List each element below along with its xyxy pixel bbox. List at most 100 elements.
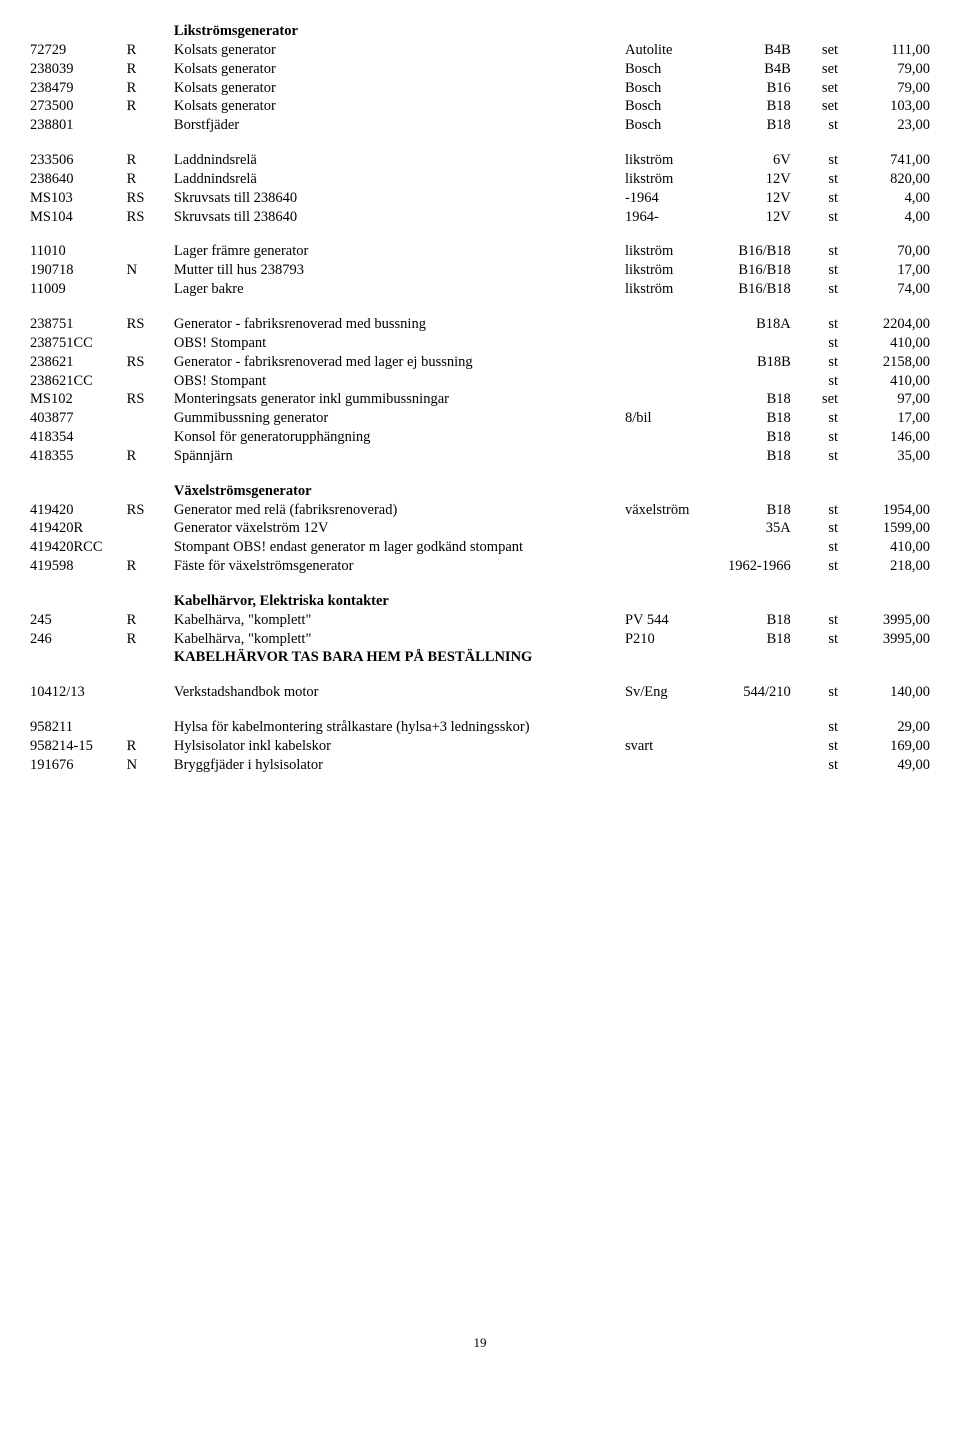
cell-c0: 11010: [30, 242, 127, 261]
cell-c6: 218,00: [844, 557, 930, 576]
table-row: KABELHÄRVOR TAS BARA HEM PÅ BESTÄLLNING: [30, 648, 930, 667]
cell-c6: 410,00: [844, 538, 930, 557]
cell-c2: Monteringsats generator inkl gummibussni…: [174, 390, 625, 409]
cell-c2: Stompant OBS! endast generator m lager g…: [174, 538, 625, 557]
cell-c5: st: [797, 447, 844, 466]
cell-c1: R: [127, 611, 174, 630]
cell-c3: PV 544: [625, 611, 711, 630]
cell-c2: Kabelhärva, "komplett": [174, 611, 625, 630]
table-row: 958211Hylsa för kabelmontering strålkast…: [30, 718, 930, 737]
cell-c6: 820,00: [844, 170, 930, 189]
cell-c3: -1964: [625, 189, 711, 208]
cell-c3: likström: [625, 242, 711, 261]
cell-c5: st: [797, 334, 844, 353]
cell-c3: [625, 353, 711, 372]
cell-c5: st: [797, 280, 844, 299]
cell-c5: st: [797, 208, 844, 227]
cell-c5: st: [797, 630, 844, 649]
table-row: 238479RKolsats generatorBoschB16set79,00: [30, 79, 930, 98]
cell-c3: [625, 718, 711, 737]
section-heading: Likströmsgenerator: [174, 22, 930, 41]
cell-c6: 410,00: [844, 372, 930, 391]
cell-c5: st: [797, 611, 844, 630]
cell-c1: [127, 428, 174, 447]
cell-c3: Bosch: [625, 116, 711, 135]
cell-c1: N: [127, 756, 174, 775]
cell-c4: B18: [711, 116, 797, 135]
cell-c2: Verkstadshandbok motor: [174, 683, 625, 702]
cell-c1: R: [127, 737, 174, 756]
table-row: [30, 226, 930, 242]
cell-c3: Bosch: [625, 97, 711, 116]
cell-c0: 418355: [30, 447, 127, 466]
cell-c1: [127, 242, 174, 261]
cell-c4: B18: [711, 409, 797, 428]
cell-c3: Bosch: [625, 79, 711, 98]
cell-c6: 2158,00: [844, 353, 930, 372]
cell-c1: [127, 409, 174, 428]
cell-c5: st: [797, 170, 844, 189]
table-row: 246RKabelhärva, "komplett"P210B18st3995,…: [30, 630, 930, 649]
cell-c4: 544/210: [711, 683, 797, 702]
cell-c6: 29,00: [844, 718, 930, 737]
cell-c0: 238621: [30, 353, 127, 372]
cell-c3: växelström: [625, 501, 711, 520]
cell-c1: R: [127, 60, 174, 79]
cell-c0: 958214-15: [30, 737, 127, 756]
cell-c3: P210: [625, 630, 711, 649]
cell-c1: RS: [127, 353, 174, 372]
table-row: 418355RSpännjärnB18st35,00: [30, 447, 930, 466]
cell-c0: 10412/13: [30, 683, 127, 702]
cell-c4: [711, 718, 797, 737]
cell-c5: st: [797, 353, 844, 372]
bold-note: KABELHÄRVOR TAS BARA HEM PÅ BESTÄLLNING: [174, 648, 930, 667]
cell-c0: MS102: [30, 390, 127, 409]
cell-c2: Generator växelström 12V: [174, 519, 625, 538]
cell-c5: st: [797, 372, 844, 391]
cell-c5: st: [797, 519, 844, 538]
cell-c5: st: [797, 242, 844, 261]
cell-c2: Spännjärn: [174, 447, 625, 466]
cell-c6: 97,00: [844, 390, 930, 409]
cell-c2: Kabelhärva, "komplett": [174, 630, 625, 649]
cell-c4: B18: [711, 501, 797, 520]
section-heading: Växelströmsgenerator: [174, 482, 930, 501]
cell-c0: 238479: [30, 79, 127, 98]
cell-c6: 1599,00: [844, 519, 930, 538]
cell-c5: st: [797, 718, 844, 737]
table-row: 238039RKolsats generatorBoschB4Bset79,00: [30, 60, 930, 79]
cell-c1: [127, 334, 174, 353]
cell-c1: [127, 372, 174, 391]
table-row: [30, 702, 930, 718]
cell-c0: 238621CC: [30, 372, 127, 391]
cell-c0: 419420: [30, 501, 127, 520]
cell-c5: set: [797, 60, 844, 79]
cell-c3: svart: [625, 737, 711, 756]
cell-c6: 79,00: [844, 60, 930, 79]
table-row: 419420RSGenerator med relä (fabriksrenov…: [30, 501, 930, 520]
cell-c6: 2204,00: [844, 315, 930, 334]
cell-c0: 238640: [30, 170, 127, 189]
cell-c6: 1954,00: [844, 501, 930, 520]
cell-c6: 3995,00: [844, 611, 930, 630]
table-row: 238801BorstfjäderBoschB18st23,00: [30, 116, 930, 135]
table-row: 245RKabelhärva, "komplett"PV 544B18st399…: [30, 611, 930, 630]
cell-c3: [625, 428, 711, 447]
cell-c5: st: [797, 756, 844, 775]
cell-c4: 35A: [711, 519, 797, 538]
cell-c2: Hylsa för kabelmontering strålkastare (h…: [174, 718, 625, 737]
cell-c0: 419598: [30, 557, 127, 576]
cell-c1: RS: [127, 501, 174, 520]
cell-c4: 12V: [711, 189, 797, 208]
table-row: [30, 466, 930, 482]
cell-c1: RS: [127, 189, 174, 208]
cell-c3: Autolite: [625, 41, 711, 60]
cell-c4: 6V: [711, 151, 797, 170]
cell-c3: 8/bil: [625, 409, 711, 428]
section-heading: Kabelhärvor, Elektriska kontakter: [174, 592, 930, 611]
cell-c4: B18B: [711, 353, 797, 372]
table-row: 419598RFäste för växelströmsgenerator196…: [30, 557, 930, 576]
cell-c3: [625, 390, 711, 409]
cell-c0: 245: [30, 611, 127, 630]
cell-c2: Skruvsats till 238640: [174, 189, 625, 208]
